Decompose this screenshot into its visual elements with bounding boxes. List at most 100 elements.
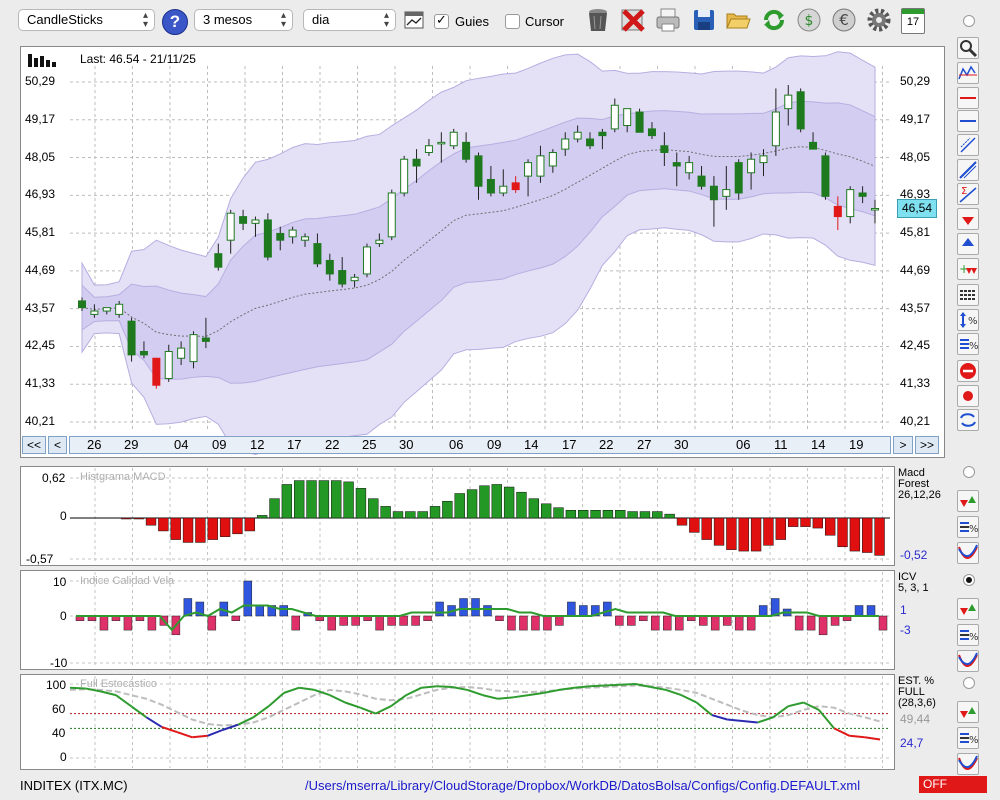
macd-bar <box>689 517 700 533</box>
delete-chart-icon[interactable] <box>619 6 647 34</box>
candle <box>524 162 533 177</box>
horizontal-red-line-button[interactable] <box>957 87 979 109</box>
y-axis-label-right: 50,29 <box>900 74 931 88</box>
arrow-down-button[interactable] <box>957 208 979 230</box>
scroll-right-far-button[interactable]: >> <box>915 436 939 454</box>
sum-line-button[interactable]: Σ <box>957 183 979 205</box>
levels-percent-button[interactable]: % <box>957 516 979 538</box>
stoch-fast-segment <box>620 683 636 686</box>
config-path-link[interactable]: /Users/mserra/Library/CloudStorage/Dropb… <box>305 778 861 793</box>
chart-type-select[interactable]: CandleSticks ▴ ▾ <box>18 9 155 31</box>
crossover-icon <box>958 544 978 559</box>
scroll-left-far-button[interactable]: << <box>22 436 46 454</box>
signal-arrows-button[interactable] <box>957 490 979 512</box>
candle <box>821 155 830 197</box>
stoch-fast-segment <box>375 705 392 715</box>
candle <box>263 219 272 258</box>
interval-select[interactable]: dia ▴ ▾ <box>303 9 396 31</box>
gear-icon[interactable] <box>865 6 893 34</box>
stoch-fast-segment <box>711 714 728 721</box>
refresh-icon[interactable] <box>760 6 788 34</box>
time-scrollbar[interactable] <box>69 436 891 454</box>
candle <box>871 207 879 211</box>
stochastic-panel-radio[interactable] <box>963 677 975 689</box>
period-select[interactable]: 3 mesos ▴ ▾ <box>194 9 293 31</box>
icv-bar <box>722 615 732 626</box>
icv-y-top: 10 <box>53 575 67 589</box>
macd-panel-radio[interactable] <box>963 466 975 478</box>
macd-bar <box>775 517 786 540</box>
scroll-left-button[interactable]: < <box>48 436 67 454</box>
record-button[interactable] <box>957 385 979 407</box>
off-status-badge[interactable]: OFF <box>919 776 987 793</box>
panel-radio-top[interactable] <box>963 15 975 27</box>
updown-chevron-icon: ▴ ▾ <box>383 10 389 30</box>
stoch-fast-segment <box>665 688 682 697</box>
stoch-fast-segment <box>436 685 453 688</box>
stop-button[interactable] <box>957 360 979 382</box>
y-axis-label-left: 41,33 <box>25 376 56 391</box>
trend-line-button[interactable] <box>957 159 979 181</box>
y-axis-label-right: 46,93 <box>900 187 931 202</box>
open-folder-icon[interactable] <box>724 6 752 34</box>
icv-panel-radio[interactable] <box>963 574 975 586</box>
swap-button[interactable] <box>957 409 979 431</box>
chart-window-icon[interactable] <box>404 11 424 29</box>
candle <box>647 128 656 137</box>
icv-bar <box>375 615 384 631</box>
icv-bar <box>663 615 672 631</box>
trend-chart-button[interactable] <box>957 62 979 84</box>
candle <box>610 104 619 130</box>
icv-bar <box>195 601 205 617</box>
levels-percent-button[interactable]: % <box>957 624 979 646</box>
guies-checkbox[interactable]: ✓ <box>434 12 449 29</box>
crossover-button[interactable] <box>957 542 979 564</box>
crossover-button[interactable] <box>957 753 979 775</box>
signal-arrows-button[interactable] <box>957 701 979 723</box>
signal-arrows-icon <box>960 604 976 615</box>
crossover-button[interactable] <box>957 650 979 672</box>
percent-range-button[interactable]: % <box>957 309 979 331</box>
candle <box>90 310 99 315</box>
svg-text:%: % <box>969 632 978 643</box>
percent-lines-icon: % <box>960 339 979 352</box>
arrow-up-button[interactable] <box>957 233 979 255</box>
svg-text:$: $ <box>805 13 814 29</box>
bars-icon[interactable] <box>27 52 57 68</box>
macd-bar <box>429 506 441 519</box>
stoch-fast-segment <box>176 731 193 739</box>
help-icon[interactable]: ? <box>162 9 188 35</box>
candle <box>449 131 458 147</box>
signal-arrows-button[interactable] <box>957 598 979 620</box>
cursor-checkbox[interactable] <box>505 14 520 29</box>
stoch-fast-segment <box>528 691 544 697</box>
add-signal-button[interactable]: + <box>957 258 979 280</box>
x-axis-date-label: 12 <box>250 437 265 452</box>
icv-bar <box>555 615 564 626</box>
stoch-fast-segment <box>299 686 315 691</box>
macd-bar <box>479 485 490 519</box>
trend-chart-icon <box>958 65 977 80</box>
macd-bar <box>145 517 157 526</box>
levels-percent-button[interactable]: % <box>957 727 979 749</box>
x-axis-date-label: 09 <box>487 437 502 452</box>
dashed-lines-button[interactable] <box>957 284 979 306</box>
horizontal-blue-line-button[interactable] <box>957 110 979 132</box>
print-icon[interactable] <box>654 6 682 34</box>
euro-icon[interactable]: € <box>830 6 858 34</box>
stoch-fast-segment <box>742 720 758 724</box>
macd-bar <box>244 517 255 532</box>
updown-chevron-icon: ▴ ▾ <box>142 10 148 30</box>
stoch-fast-segment <box>803 701 820 711</box>
candle <box>325 259 334 275</box>
channel-line-button[interactable] <box>957 134 979 156</box>
macd-bar <box>503 486 515 519</box>
scroll-right-button[interactable]: > <box>893 436 913 454</box>
dollar-refresh-icon[interactable]: $ <box>795 6 823 34</box>
zoom-button[interactable] <box>957 37 979 59</box>
trash-icon[interactable] <box>584 6 612 34</box>
percent-lines-button[interactable]: % <box>957 333 979 355</box>
candle <box>548 151 557 167</box>
calendar-icon[interactable]: 17 <box>901 8 925 34</box>
save-icon[interactable] <box>690 6 718 34</box>
